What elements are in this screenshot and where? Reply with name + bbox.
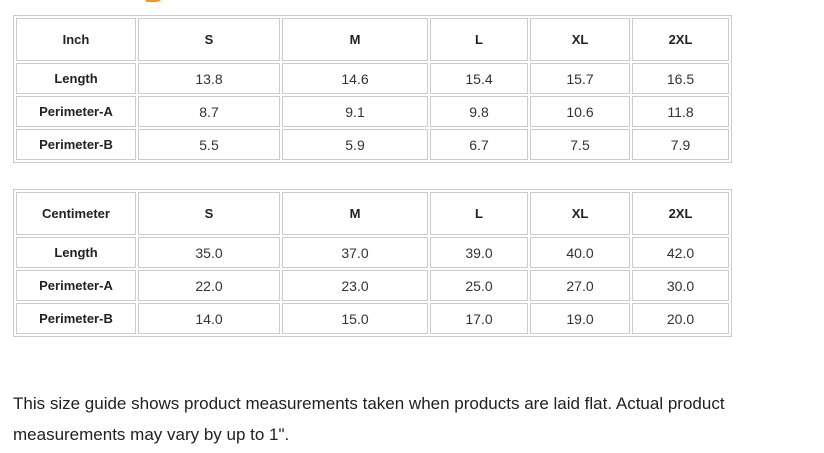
size-header-cell: 2XL: [632, 192, 729, 235]
size-value-cell: 7.9: [632, 129, 729, 160]
table-row: Perimeter-A 8.7 9.1 9.8 10.6 11.8: [16, 96, 729, 127]
row-label-cell: Perimeter-A: [16, 270, 136, 301]
row-label-cell: Perimeter-B: [16, 303, 136, 334]
unit-header-cell: Centimeter: [16, 192, 136, 235]
row-label-cell: Length: [16, 237, 136, 268]
size-value-cell: 7.5: [530, 129, 630, 160]
table-row: Perimeter-B 5.5 5.9 6.7 7.5 7.9: [16, 129, 729, 160]
size-value-cell: 35.0: [138, 237, 280, 268]
truncated-heading-letter: B: [144, 0, 164, 7]
size-value-cell: 16.5: [632, 63, 729, 94]
size-guide-content: Inch S M L XL 2XL Length 13.8 14.6 15.4 …: [13, 15, 809, 450]
size-value-cell: 15.7: [530, 63, 630, 94]
unit-header-cell: Inch: [16, 18, 136, 61]
size-value-cell: 5.5: [138, 129, 280, 160]
size-header-cell: XL: [530, 18, 630, 61]
size-value-cell: 13.8: [138, 63, 280, 94]
size-value-cell: 19.0: [530, 303, 630, 334]
inch-size-table: Inch S M L XL 2XL Length 13.8 14.6 15.4 …: [13, 15, 732, 163]
size-value-cell: 10.6: [530, 96, 630, 127]
row-label-cell: Perimeter-B: [16, 129, 136, 160]
size-value-cell: 25.0: [430, 270, 528, 301]
table-header-row: Centimeter S M L XL 2XL: [16, 192, 729, 235]
size-value-cell: 23.0: [282, 270, 428, 301]
table-row: Perimeter-B 14.0 15.0 17.0 19.0 20.0: [16, 303, 729, 334]
size-value-cell: 22.0: [138, 270, 280, 301]
row-label-cell: Perimeter-A: [16, 96, 136, 127]
size-header-cell: L: [430, 18, 528, 61]
table-row: Length 35.0 37.0 39.0 40.0 42.0: [16, 237, 729, 268]
size-value-cell: 30.0: [632, 270, 729, 301]
size-guide-note: This size guide shows product measuremen…: [13, 394, 725, 444]
size-header-cell: S: [138, 18, 280, 61]
truncated-heading: B: [144, 0, 164, 8]
size-header-cell: M: [282, 192, 428, 235]
size-value-cell: 20.0: [632, 303, 729, 334]
size-value-cell: 15.4: [430, 63, 528, 94]
table-row: Perimeter-A 22.0 23.0 25.0 27.0 30.0: [16, 270, 729, 301]
size-value-cell: 17.0: [430, 303, 528, 334]
size-value-cell: 5.9: [282, 129, 428, 160]
size-header-cell: M: [282, 18, 428, 61]
row-label-cell: Length: [16, 63, 136, 94]
size-value-cell: 42.0: [632, 237, 729, 268]
size-header-cell: S: [138, 192, 280, 235]
size-value-cell: 40.0: [530, 237, 630, 268]
size-value-cell: 6.7: [430, 129, 528, 160]
centimeter-size-table: Centimeter S M L XL 2XL Length 35.0 37.0…: [13, 189, 732, 337]
table-row: Length 13.8 14.6 15.4 15.7 16.5: [16, 63, 729, 94]
size-header-cell: L: [430, 192, 528, 235]
size-value-cell: 8.7: [138, 96, 280, 127]
size-header-cell: XL: [530, 192, 630, 235]
size-value-cell: 14.6: [282, 63, 428, 94]
size-value-cell: 15.0: [282, 303, 428, 334]
size-value-cell: 37.0: [282, 237, 428, 268]
size-value-cell: 9.8: [430, 96, 528, 127]
size-value-cell: 27.0: [530, 270, 630, 301]
size-value-cell: 39.0: [430, 237, 528, 268]
size-value-cell: 9.1: [282, 96, 428, 127]
size-value-cell: 11.8: [632, 96, 729, 127]
table-header-row: Inch S M L XL 2XL: [16, 18, 729, 61]
size-value-cell: 14.0: [138, 303, 280, 334]
size-header-cell: 2XL: [632, 18, 729, 61]
